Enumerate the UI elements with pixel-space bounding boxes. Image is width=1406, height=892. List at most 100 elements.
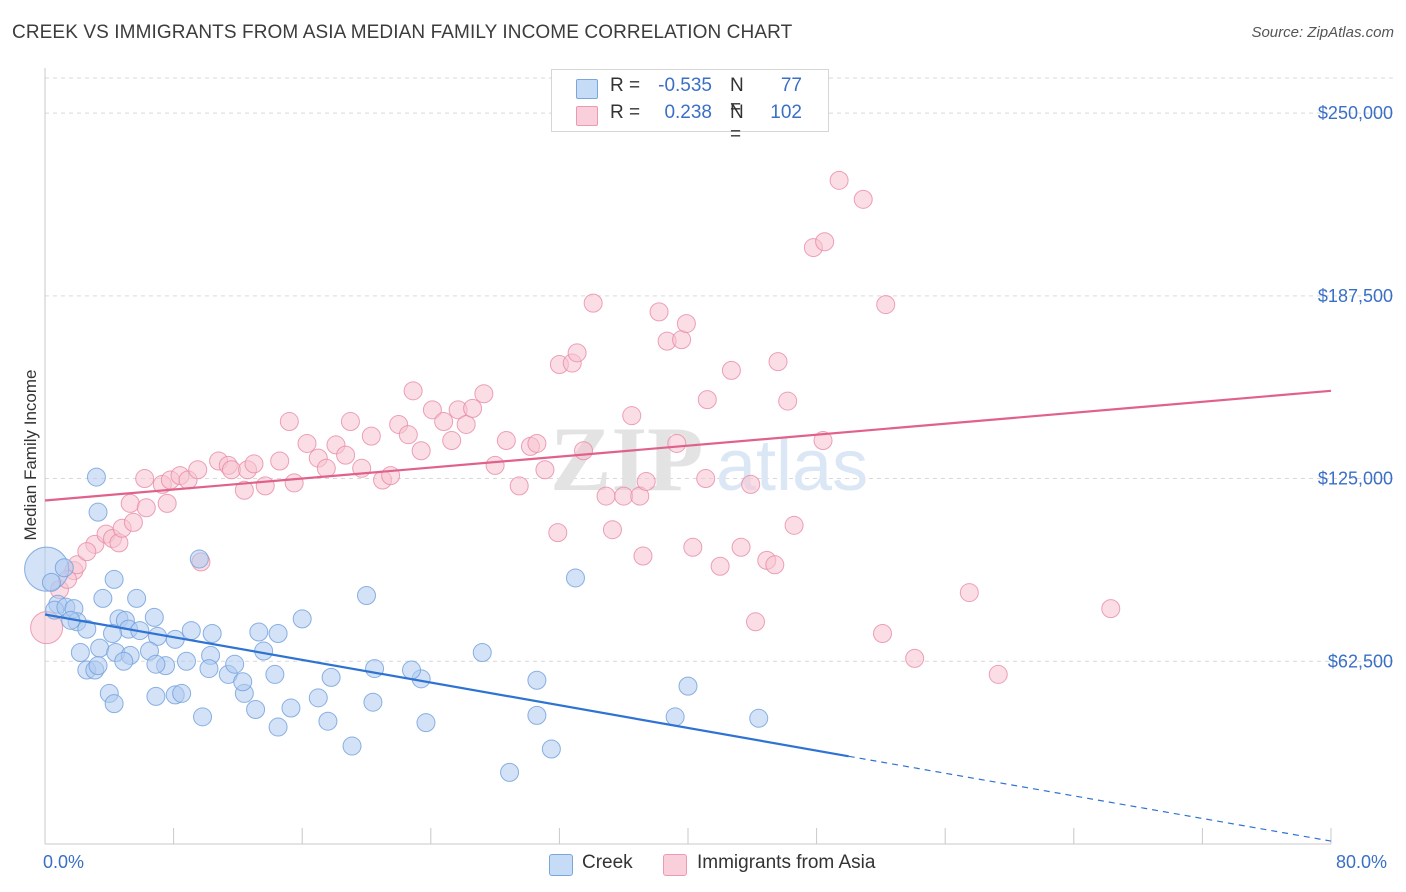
watermark-atlas: atlas <box>716 426 868 506</box>
bottom-legend-asia: Immigrants from Asia <box>697 852 876 873</box>
asia-point <box>697 390 717 410</box>
asia-point <box>123 512 143 532</box>
asia-point <box>731 537 751 557</box>
asia-point <box>316 458 336 478</box>
asia-point <box>136 498 156 518</box>
creek-point <box>249 622 269 642</box>
asia-point <box>297 433 317 453</box>
creek-point <box>41 572 61 592</box>
asia-point <box>873 623 893 643</box>
creek-point <box>246 700 266 720</box>
creek-point <box>678 676 698 696</box>
x-tick-max: 80.0% <box>1336 852 1388 872</box>
asia-point <box>583 293 603 313</box>
creek-point <box>202 623 222 643</box>
creek-point <box>86 467 106 487</box>
creek-point <box>88 502 108 522</box>
creek-point <box>146 686 166 706</box>
y-tick-label: $62,500 <box>1328 651 1393 671</box>
asia-point <box>244 454 264 474</box>
trend-lines <box>44 389 1332 842</box>
creek-point <box>199 659 219 679</box>
asia-point <box>853 189 873 209</box>
creek-point <box>357 585 376 605</box>
asia-point <box>535 460 555 480</box>
asia-point <box>829 170 849 190</box>
asia-point <box>279 412 299 432</box>
creek-point <box>308 688 328 708</box>
asia-point <box>442 431 462 451</box>
asia-point <box>456 414 476 434</box>
asia-point <box>614 486 634 506</box>
creek-point <box>144 607 164 627</box>
asia-trend-line <box>44 389 1332 502</box>
creek-point <box>281 698 301 718</box>
y-tick-label: $125,000 <box>1318 469 1393 489</box>
creek-point <box>70 643 90 662</box>
creek-point <box>54 558 74 578</box>
chart-title: CREEK VS IMMIGRANTS FROM ASIA MEDIAN FAM… <box>12 22 793 43</box>
asia-point <box>255 476 275 496</box>
asia-point <box>157 493 177 513</box>
asia-point <box>120 493 140 513</box>
asia-point <box>710 556 730 576</box>
creek-point <box>268 623 288 643</box>
creek-point <box>265 664 285 684</box>
asia-point <box>509 476 529 496</box>
asia-point <box>768 352 788 372</box>
legend-r-value: 0.238 <box>664 102 712 123</box>
creek-point <box>363 692 383 712</box>
asia-point <box>422 400 442 420</box>
creek-point <box>77 619 97 639</box>
y-tick-label: $250,000 <box>1318 103 1393 123</box>
creek-point <box>416 713 436 733</box>
asia-point <box>672 330 692 350</box>
asia-point <box>765 555 785 575</box>
legend-r-label: R = <box>610 102 641 123</box>
bottom-legend-creek: Creek <box>582 852 633 873</box>
x-tick-min: 0.0% <box>43 852 85 872</box>
creek-point <box>146 654 166 674</box>
asia-point <box>548 523 568 543</box>
creek-point <box>749 708 769 728</box>
asia-point <box>188 460 208 480</box>
asia-point <box>636 471 656 491</box>
asia-point <box>721 360 741 380</box>
asia-point <box>361 426 381 446</box>
creek-point <box>472 643 492 662</box>
correlation-legend: R = -0.535 N = 77 R = 0.238 N = 102 <box>551 69 829 145</box>
legend-n-value: 102 <box>770 102 802 123</box>
asia-point <box>633 546 653 566</box>
asia-point <box>622 406 642 426</box>
creek-point <box>500 762 520 782</box>
creek-point <box>527 670 547 690</box>
creek-point <box>402 660 422 680</box>
legend-r-label: R = <box>610 75 641 96</box>
creek-point <box>233 672 253 692</box>
creek-point <box>90 638 110 658</box>
legend-n-value: 77 <box>780 75 802 96</box>
creek-point <box>342 736 362 756</box>
creek-point <box>103 623 123 643</box>
creek-point <box>318 711 338 731</box>
creek-point <box>292 609 312 629</box>
asia-point <box>741 474 761 494</box>
creek-trend-extension <box>848 755 1332 842</box>
y-tick-labels: $62,500 $125,000 $187,500 $250,000 <box>1318 103 1393 671</box>
asia-point <box>135 469 155 489</box>
creek-point <box>104 569 124 589</box>
asia-point <box>905 648 925 668</box>
legend-swatch-asia <box>576 106 598 126</box>
asia-point <box>221 460 241 480</box>
asia-point <box>574 441 594 461</box>
creek-point <box>365 659 385 679</box>
creek-point <box>114 651 134 671</box>
asia-point <box>676 314 696 334</box>
creek-point <box>565 568 585 588</box>
creek-point <box>665 707 685 727</box>
creek-point <box>527 705 547 725</box>
asia-point <box>434 412 454 432</box>
creek-point <box>193 707 213 727</box>
creek-point <box>541 739 561 759</box>
source-label: Source: ZipAtlas.com <box>1251 24 1394 41</box>
